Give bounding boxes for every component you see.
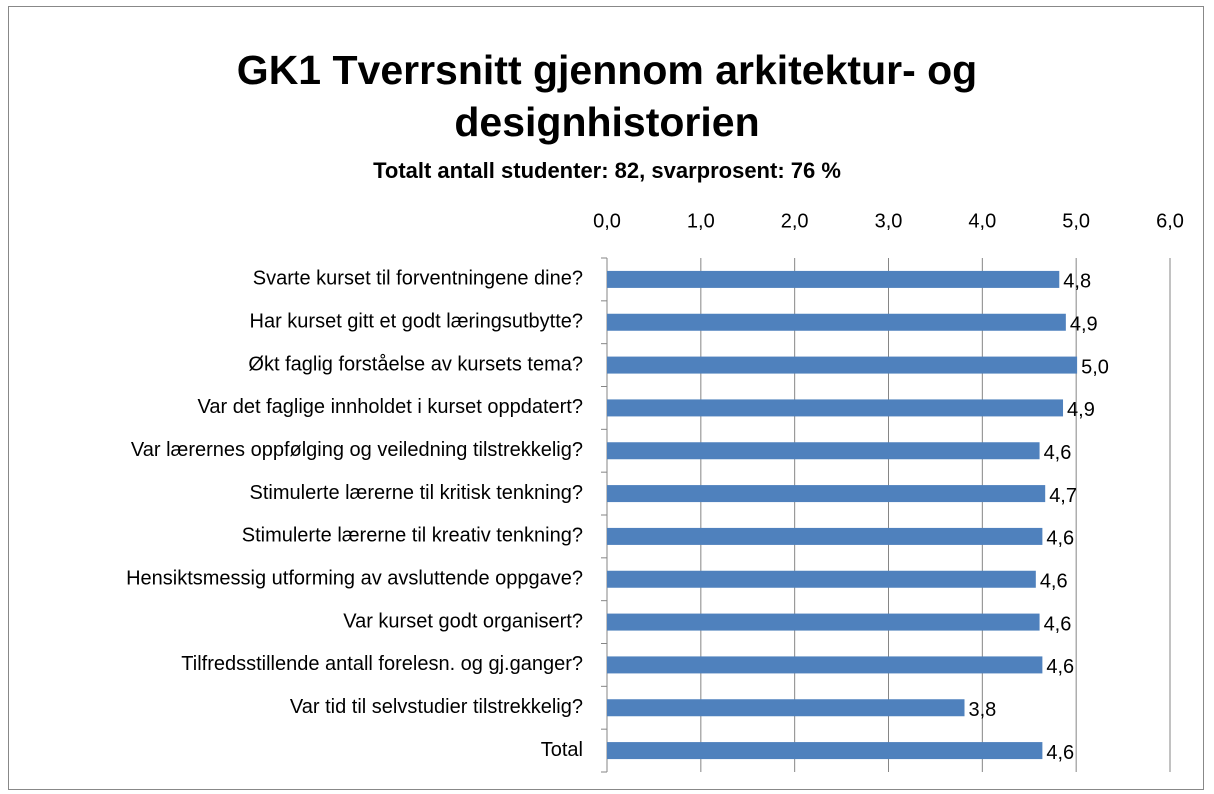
bar <box>607 656 1043 674</box>
bar <box>607 356 1078 374</box>
bar <box>607 442 1040 460</box>
y-tick-label: Svarte kurset til forventningene dine? <box>253 268 583 290</box>
chart-subtitle: Totalt antall studenter: 82, svarprosent… <box>373 158 841 183</box>
bar <box>607 742 1043 760</box>
y-tick-label: Var lærernes oppfølging og veiledning ti… <box>131 439 583 461</box>
data-label: 4,6 <box>1046 742 1074 764</box>
bar <box>607 399 1064 417</box>
bar <box>607 699 965 717</box>
bar <box>607 485 1046 503</box>
data-label: 4,7 <box>1049 485 1077 507</box>
y-tick-label: Stimulerte lærerne til kritisk tenkning? <box>250 482 583 504</box>
y-tick-label: Stimulerte lærerne til kreativ tenkning? <box>242 525 583 547</box>
x-tick-label: 6,0 <box>1156 210 1184 232</box>
bar <box>607 570 1036 588</box>
y-tick-label: Har kurset gitt et godt læringsutbytte? <box>250 311 584 333</box>
chart-title: GK1 Tverrsnitt gjennom arkitektur- og de… <box>236 47 978 145</box>
data-label: 4,6 <box>1044 613 1072 635</box>
data-label: 4,9 <box>1067 399 1095 421</box>
y-tick-label: Var kurset godt organisert? <box>343 610 583 632</box>
x-tick-label: 4,0 <box>968 210 996 232</box>
data-label: 3,8 <box>969 699 997 721</box>
data-label: 4,6 <box>1046 528 1074 550</box>
x-tick-label: 2,0 <box>781 210 809 232</box>
x-tick-label: 5,0 <box>1062 210 1090 232</box>
y-tick-label: Var tid til selvstudier tilstrekkelig? <box>290 696 583 718</box>
y-tick-label: Var det faglige innholdet i kurset oppda… <box>198 396 583 418</box>
frame <box>8 6 1204 790</box>
data-label: 4,6 <box>1044 442 1072 464</box>
y-tick-label: Hensiktsmessig utforming av avsluttende … <box>126 568 583 590</box>
x-tick-label: 3,0 <box>875 210 903 232</box>
bar <box>607 270 1060 288</box>
y-tick-label: Økt faglig forståelse av kursets tema? <box>248 353 583 375</box>
data-label: 4,6 <box>1040 571 1068 593</box>
data-label: 4,6 <box>1046 656 1074 678</box>
y-tick-label: Total <box>541 739 583 761</box>
x-tick-label: 0,0 <box>593 210 621 232</box>
bar <box>607 313 1066 331</box>
data-label: 4,9 <box>1070 314 1098 336</box>
data-label: 5,0 <box>1081 356 1109 378</box>
bar <box>607 613 1040 631</box>
data-label: 4,8 <box>1063 271 1091 293</box>
bar <box>607 527 1043 545</box>
y-tick-label: Tilfredsstillende antall forelesn. og gj… <box>181 653 583 675</box>
x-tick-label: 1,0 <box>687 210 715 232</box>
